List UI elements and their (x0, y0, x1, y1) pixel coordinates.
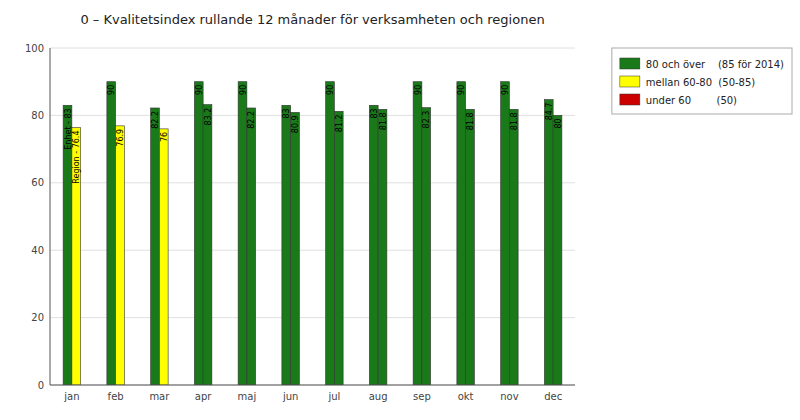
x-tick-label: okt (458, 391, 474, 402)
data-label: 81.8 (379, 112, 388, 130)
bar (378, 109, 387, 385)
x-tick-label: jun (282, 391, 298, 402)
bar (107, 82, 116, 385)
bar (369, 105, 378, 385)
data-label: 90 (107, 85, 116, 95)
x-axis (50, 385, 575, 386)
chart: 0 – Kvalitetsindex rullande 12 månader f… (0, 0, 800, 420)
data-label: 82.2 (151, 111, 160, 129)
data-label: 81.2 (335, 114, 344, 132)
x-tick-label: aug (369, 391, 388, 402)
data-label: 82.3 (422, 111, 431, 129)
data-label: 83 (282, 108, 291, 118)
data-label: 84.7 (545, 103, 554, 121)
bar (457, 82, 466, 385)
data-label: 90 (457, 85, 466, 95)
bar (326, 82, 335, 385)
data-label: 80.9 (291, 115, 300, 133)
bar (116, 126, 125, 385)
x-tick-label: sep (413, 391, 431, 402)
y-tick-label: 40 (31, 245, 44, 256)
grid-line (50, 182, 575, 183)
data-label: 90 (239, 85, 248, 95)
legend-swatch (620, 58, 640, 69)
data-label: 83.2 (204, 108, 213, 126)
data-label: 90 (195, 85, 204, 95)
x-tick-label: jan (63, 391, 79, 402)
bars (63, 82, 562, 385)
data-label: 90 (414, 85, 423, 95)
bar (282, 105, 291, 385)
bar (544, 100, 553, 385)
bar (334, 111, 343, 385)
title: 0 – Kvalitetsindex rullande 12 månader f… (80, 12, 544, 27)
y-tick-label: 80 (31, 110, 44, 121)
bar (291, 112, 300, 385)
grid-line (50, 385, 575, 386)
x-tick-label: dec (544, 391, 562, 402)
grid-line (50, 250, 575, 251)
bar (247, 108, 256, 385)
data-label: 81.8 (466, 112, 475, 130)
bar (501, 82, 510, 385)
data-label: 80 (554, 118, 563, 128)
data-label: 90 (501, 85, 510, 95)
grid-line (50, 317, 575, 318)
grid-line (50, 48, 575, 49)
bar (194, 82, 203, 385)
y-tick-label: 20 (31, 312, 44, 323)
y-tick-label: 0 (38, 380, 44, 391)
bar (63, 105, 72, 385)
bar (203, 105, 212, 385)
bar (422, 108, 431, 385)
bar (151, 108, 160, 385)
data-label: 90 (326, 85, 335, 95)
bar (72, 128, 81, 385)
data-label: Enhet - 83 (64, 108, 73, 149)
x-tick-label: mar (149, 391, 170, 402)
grid-line (50, 115, 575, 116)
legend-swatch (620, 94, 640, 105)
x-tick-label: feb (108, 391, 124, 402)
bar (466, 109, 475, 385)
x-tick-label: nov (500, 391, 518, 402)
x-tick-label: jul (327, 391, 340, 402)
data-label: 82.2 (247, 111, 256, 129)
data-label: 81.8 (510, 112, 519, 130)
data-label: 76 (160, 132, 169, 142)
y-tick-label: 100 (25, 43, 44, 54)
legend-label: 80 och över (85 för 2014) (646, 59, 784, 70)
x-tick-label: maj (238, 391, 257, 402)
data-label: 76.9 (116, 129, 125, 147)
y-tick-label: 60 (31, 177, 44, 188)
bar (509, 109, 518, 385)
bar (159, 129, 168, 385)
x-tick-label: apr (195, 391, 212, 402)
legend-swatch (620, 76, 640, 87)
legend: 80 och över (85 för 2014) mellan 60-80 (5… (612, 48, 792, 114)
data-label: Region - 76.4 (72, 131, 81, 184)
data-label: 83 (370, 108, 379, 118)
bar (413, 82, 422, 385)
grid (50, 48, 575, 385)
legend-label: mellan 60-80 (50-85) (646, 77, 755, 88)
legend-label: under 60 (50) (646, 95, 737, 106)
bar (553, 115, 562, 385)
y-axis (50, 48, 51, 385)
bar (238, 82, 247, 385)
legend-frame (612, 48, 792, 114)
